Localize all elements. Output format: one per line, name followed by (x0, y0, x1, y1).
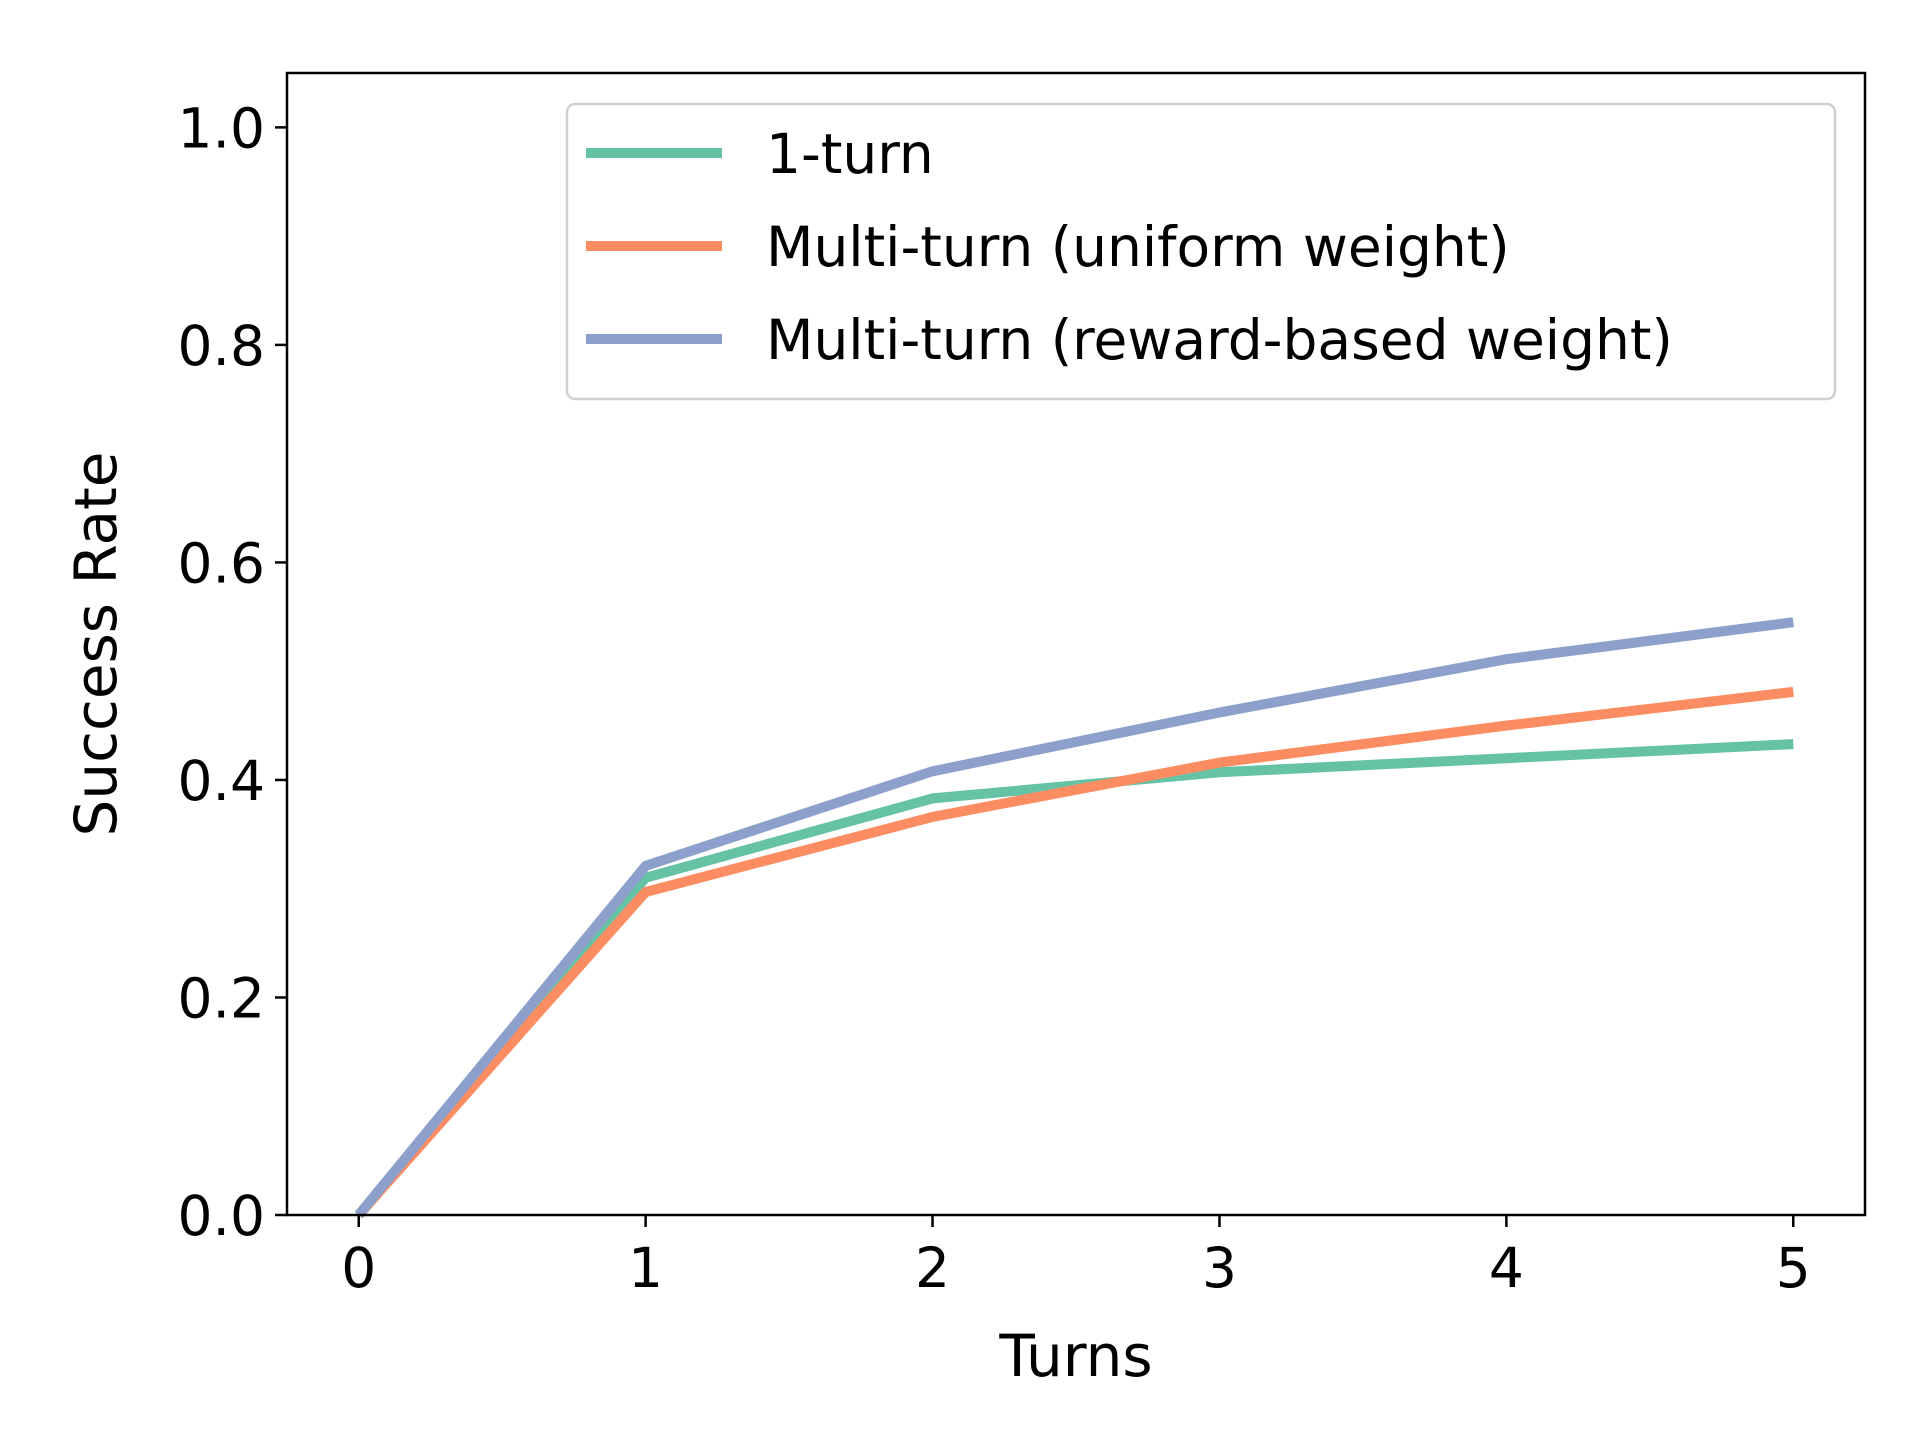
y-tick-label: 0.2 (178, 966, 265, 1030)
x-tick-label: 3 (1202, 1236, 1237, 1300)
y-tick-label: 0.8 (178, 314, 265, 378)
x-tick-label: 2 (915, 1236, 950, 1300)
x-axis-ticks: 0 1 2 3 4 5 (341, 1215, 1811, 1300)
legend-label-3: Multi-turn (reward-based weight) (766, 308, 1673, 372)
series-line-2 (354, 686, 1794, 1219)
y-axis-ticks: 0.0 0.2 0.4 0.6 0.8 1.0 (178, 96, 287, 1248)
x-tick-label: 1 (628, 1236, 663, 1300)
plot-frame (285, 71, 1867, 1217)
x-tick-label: 5 (1776, 1236, 1811, 1300)
x-tick-label: 4 (1489, 1236, 1524, 1300)
plot-lines (354, 617, 1794, 1219)
legend-label-2: Multi-turn (uniform weight) (766, 215, 1510, 279)
y-tick-label: 1.0 (178, 96, 265, 160)
y-tick-label: 0.4 (178, 749, 265, 813)
x-tick-label: 0 (341, 1236, 376, 1300)
legend: 1-turn Multi-turn (uniform weight) Multi-t… (565, 102, 1837, 401)
y-tick-label: 0.0 (178, 1184, 265, 1248)
y-axis-label: Success Rate (62, 452, 130, 837)
legend-label-1: 1-turn (766, 122, 934, 186)
series-line-3 (354, 617, 1794, 1219)
legend-box (565, 102, 1837, 401)
y-tick-label: 0.6 (178, 531, 265, 595)
x-axis-label: Turns (998, 1322, 1152, 1390)
